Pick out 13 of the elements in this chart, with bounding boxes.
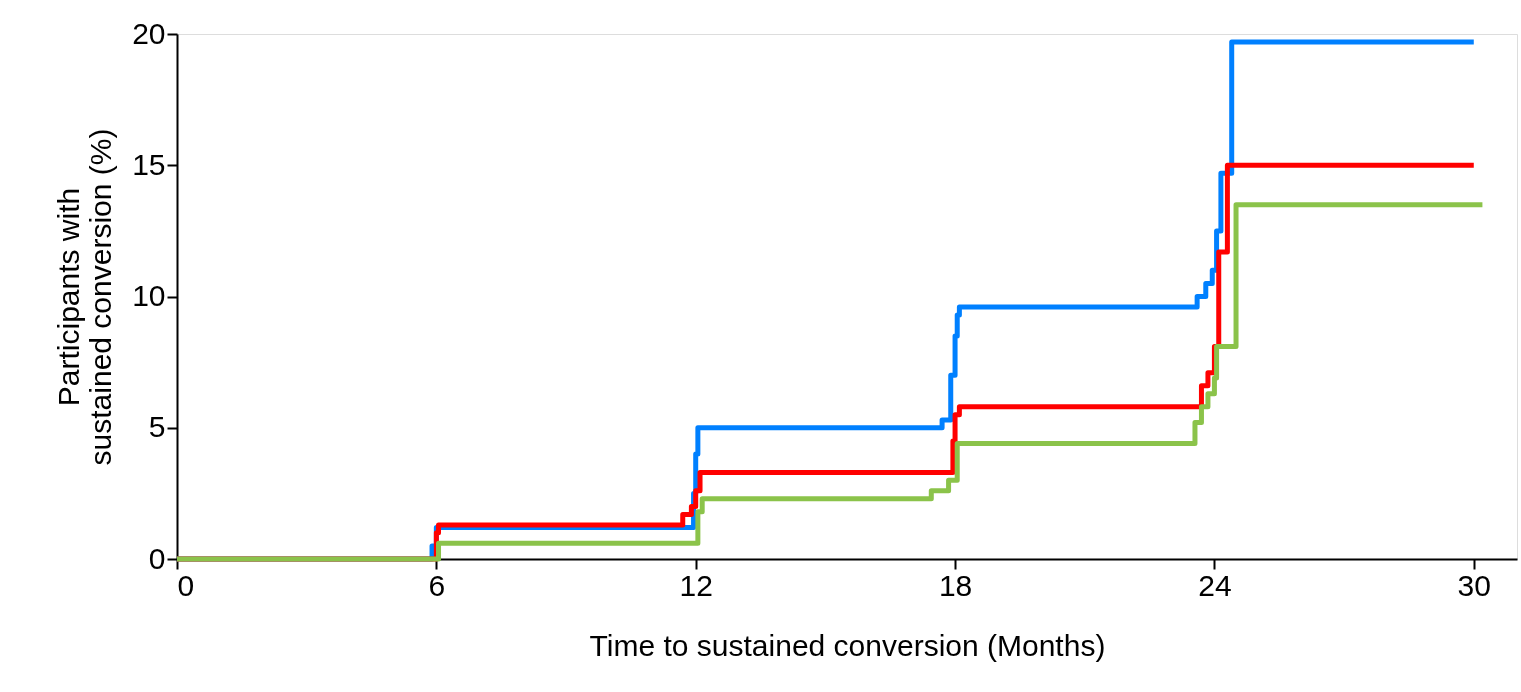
x-tick-label: 6 bbox=[428, 568, 446, 602]
y-tick-label: 20 bbox=[132, 16, 166, 50]
y-axis-title: Participants with sustained conversion (%) bbox=[52, 128, 118, 466]
x-tick-label: 18 bbox=[938, 568, 973, 602]
y-tick-label: 0 bbox=[148, 541, 166, 575]
y-tick-label: 10 bbox=[132, 279, 166, 312]
y-tick-label: 5 bbox=[148, 410, 166, 444]
y-tick-label: 15 bbox=[132, 147, 166, 181]
x-tick-label: 24 bbox=[1198, 568, 1232, 602]
x-axis-title: Time to sustained conversion (Months) bbox=[589, 628, 1106, 662]
x-tick-label: 12 bbox=[679, 568, 713, 602]
x-tick-label: 30 bbox=[1457, 568, 1491, 602]
x-tick-label: 0 bbox=[177, 568, 195, 602]
